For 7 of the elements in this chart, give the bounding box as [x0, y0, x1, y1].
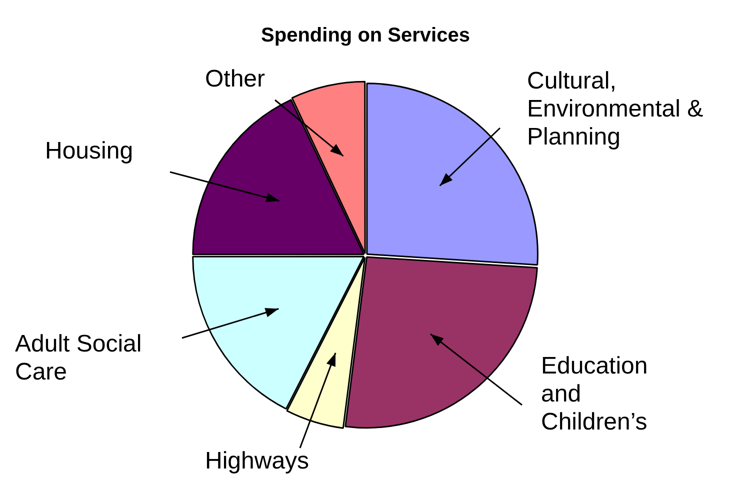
slice-label: Other: [205, 66, 266, 93]
slice-label: Education and Children’s: [541, 352, 648, 436]
slice-label: Housing: [45, 138, 134, 165]
slice-label: Cultural, Environmental & Planning: [527, 68, 704, 151]
chart-title: Spending on Services: [261, 24, 470, 47]
slice-label: Highways: [205, 448, 310, 475]
slice-label: Adult Social Care: [15, 330, 142, 386]
